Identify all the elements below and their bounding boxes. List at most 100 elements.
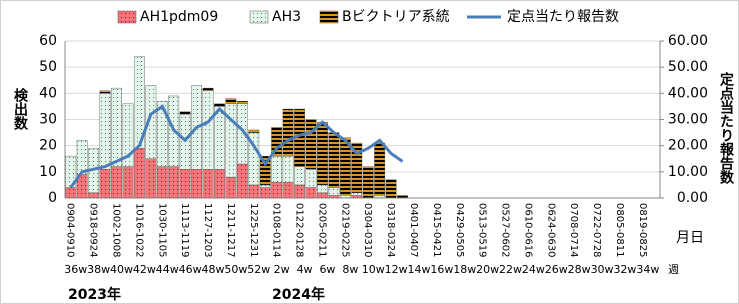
y2-tick-label: 60.00 bbox=[668, 33, 708, 49]
week-label: 50w bbox=[224, 263, 247, 276]
x-tick-label: 1225-1231 bbox=[248, 203, 259, 258]
y-tick-label: 30 bbox=[39, 112, 57, 128]
y2-tick-label: 30.00 bbox=[668, 112, 708, 128]
y-tick-label: 0 bbox=[48, 190, 57, 206]
bar-segment bbox=[214, 106, 225, 170]
week-label: 52w bbox=[247, 263, 270, 276]
x-tick-label: 0708-0714 bbox=[568, 203, 579, 258]
week-label: 30w bbox=[591, 263, 614, 276]
year-label: 2024年 bbox=[272, 286, 325, 303]
bar-segment bbox=[259, 155, 271, 186]
bar-segment bbox=[168, 166, 180, 199]
x-tick-label: 0304-0310 bbox=[362, 203, 373, 258]
report-line bbox=[69, 104, 404, 189]
legend-swatch bbox=[249, 10, 269, 24]
bar-segment bbox=[248, 184, 260, 199]
bar-segment bbox=[339, 137, 351, 196]
x-tick-label: 0819-0825 bbox=[637, 203, 648, 258]
bar-segment bbox=[133, 148, 145, 199]
x-tick-label: 0527-0602 bbox=[500, 203, 511, 258]
x-tick-label: 1030-1105 bbox=[156, 203, 167, 258]
bar-segment bbox=[317, 184, 328, 193]
x-tick-label: 1113-1119 bbox=[179, 203, 190, 258]
y-tick-label: 40 bbox=[39, 85, 57, 101]
week-label: 2w bbox=[274, 263, 290, 276]
legend-label: Bビクトリア系統 bbox=[342, 9, 450, 25]
bar-segment bbox=[225, 98, 237, 104]
week-axis-title: 週 bbox=[668, 263, 679, 276]
legend-label: 定点当たり報告数 bbox=[507, 9, 619, 25]
bar-segment bbox=[282, 182, 294, 199]
bar-segment bbox=[271, 182, 283, 199]
bar-segment bbox=[65, 187, 77, 199]
week-label: 6w bbox=[319, 263, 335, 276]
y-tick-label: 50 bbox=[39, 59, 57, 75]
week-label: 10w bbox=[362, 263, 385, 276]
y2-axis-title: 定点当たり報告数 bbox=[718, 71, 734, 185]
x-tick-label: 0904-0910 bbox=[65, 203, 76, 258]
bar-segment bbox=[122, 166, 134, 199]
bar-segment bbox=[305, 187, 317, 199]
bar-segment bbox=[76, 140, 88, 175]
week-label: 16w bbox=[430, 263, 453, 276]
bar-segment bbox=[259, 184, 271, 188]
week-label: 22w bbox=[499, 263, 522, 276]
legend-swatch bbox=[319, 10, 339, 24]
bar-segment bbox=[374, 142, 386, 196]
week-label: 28w bbox=[568, 263, 591, 276]
x-tick-label: 0624-0630 bbox=[545, 203, 556, 258]
week-label: 46w bbox=[179, 263, 202, 276]
y-tick-label: 60 bbox=[39, 33, 57, 49]
week-label: 26w bbox=[545, 263, 568, 276]
week-label: 14w bbox=[407, 263, 430, 276]
bar-segment bbox=[236, 100, 248, 105]
x-tick-label: 0219-0225 bbox=[339, 203, 350, 258]
x-tick-label: 0805-0811 bbox=[614, 203, 625, 258]
week-label: 18w bbox=[453, 263, 476, 276]
bar-segment bbox=[202, 87, 214, 91]
week-label: 24w bbox=[522, 263, 545, 276]
bar-segment bbox=[328, 132, 340, 188]
y-axis-title: 検出数 bbox=[12, 87, 28, 131]
x-tick-label: 0610-0616 bbox=[522, 203, 533, 258]
bar-segment bbox=[145, 85, 157, 159]
bar-segment bbox=[99, 169, 111, 199]
bar-segment bbox=[156, 166, 168, 199]
x-tick-label: 0415-0421 bbox=[431, 203, 442, 258]
x-axis-title: 月日 bbox=[676, 230, 704, 246]
bar-segment bbox=[294, 166, 305, 186]
bar-segment bbox=[191, 169, 203, 199]
bar-segment bbox=[145, 158, 157, 199]
bar-segment bbox=[179, 111, 191, 115]
week-label: 44w bbox=[156, 263, 179, 276]
y-tick-label: 10 bbox=[39, 164, 57, 180]
x-tick-label: 0318-0324 bbox=[385, 203, 396, 258]
x-tick-label: 0401-0407 bbox=[408, 203, 419, 258]
week-label: 20w bbox=[476, 263, 499, 276]
bar-segment bbox=[156, 100, 168, 167]
bar-segment bbox=[236, 163, 248, 199]
bar-segment bbox=[259, 187, 271, 199]
bar-segment bbox=[111, 87, 122, 167]
week-label: 40w bbox=[110, 263, 133, 276]
y2-tick-label: 10.00 bbox=[668, 164, 708, 180]
week-label: 42w bbox=[133, 263, 156, 276]
x-tick-label: 0108-0114 bbox=[271, 203, 282, 258]
week-label: 36w bbox=[64, 263, 87, 276]
x-tick-label: 0122-0128 bbox=[294, 203, 305, 258]
bar-segment bbox=[351, 192, 363, 196]
bar-segment bbox=[122, 103, 134, 167]
y2-tick-label: 20.00 bbox=[668, 138, 708, 154]
bar-segment bbox=[351, 142, 363, 193]
y-tick-label: 20 bbox=[39, 138, 57, 154]
week-label: 12w bbox=[385, 263, 408, 276]
bar-segment bbox=[88, 192, 100, 199]
bar-segment bbox=[111, 166, 122, 199]
x-tick-label: 1002-1008 bbox=[110, 203, 121, 258]
bar-segment bbox=[317, 192, 328, 199]
bar-segment bbox=[225, 176, 237, 199]
bar-segment bbox=[305, 169, 317, 188]
legend-label: AH1pdm09 bbox=[140, 9, 218, 25]
year-label: 2023年 bbox=[68, 286, 121, 303]
